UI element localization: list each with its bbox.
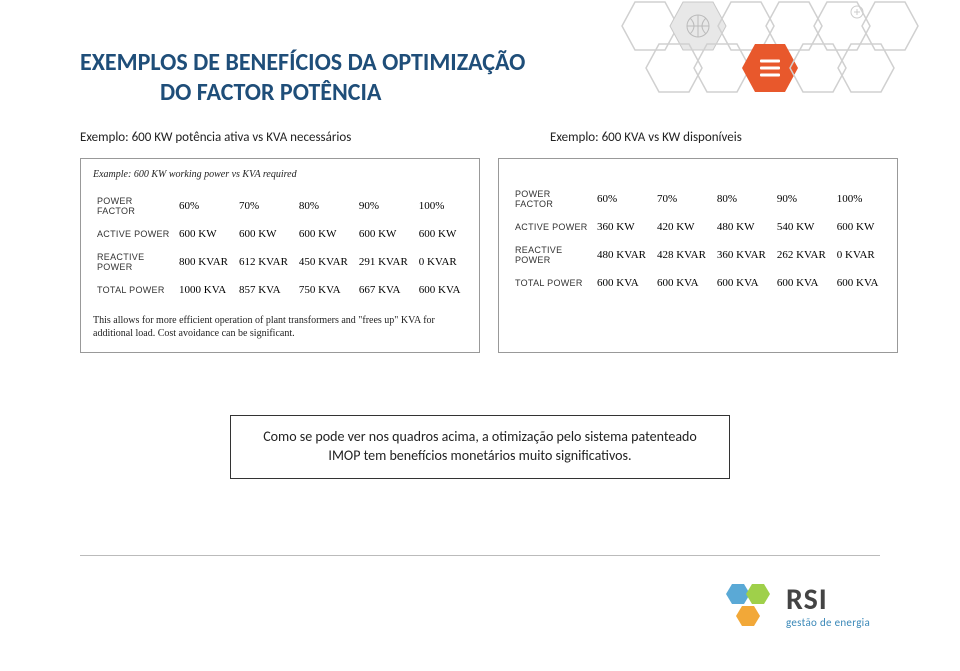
table-row: TOTAL POWER 1000 KVA 857 KVA 750 KVA 667…	[93, 278, 467, 302]
title-line-2: DO FACTOR POTÊNCIA	[160, 78, 381, 108]
subtitle-left: Exemplo: 600 KW potência ativa vs KVA ne…	[80, 130, 480, 145]
header-decoration	[620, 0, 960, 120]
row-label: ACTIVE POWER	[93, 222, 175, 246]
title-line-1: EXEMPLOS DE BENEFÍCIOS DA OPTIMIZAÇÃO	[80, 48, 525, 77]
subtitle-row: Exemplo: 600 KW potência ativa vs KVA ne…	[80, 130, 900, 145]
footer-divider	[80, 555, 880, 556]
left-table: POWER FACTOR 60% 70% 80% 90% 100% ACTIVE…	[93, 190, 467, 302]
footer-logo: RSI gestão de energia	[720, 571, 900, 641]
table-row: TOTAL POWER 600 KVA 600 KVA 600 KVA 600 …	[511, 271, 885, 295]
row-label: POWER FACTOR	[93, 190, 175, 222]
table-row: REACTIVE POWER 800 KVAR 612 KVAR 450 KVA…	[93, 246, 467, 278]
row-label: TOTAL POWER	[93, 278, 175, 302]
row-label: POWER FACTOR	[511, 183, 593, 215]
left-table-caption: Example: 600 KW working power vs KVA req…	[93, 169, 467, 180]
row-label: ACTIVE POWER	[511, 215, 593, 239]
table-row: ACTIVE POWER 360 KW 420 KW 480 KW 540 KW…	[511, 215, 885, 239]
table-row: POWER FACTOR 60% 70% 80% 90% 100%	[511, 183, 885, 215]
subtitle-right: Exemplo: 600 KVA vs KW disponíveis	[550, 130, 742, 145]
row-label: TOTAL POWER	[511, 271, 593, 295]
logo-tagline: gestão de energia	[786, 617, 870, 628]
logo-hex-icon	[720, 576, 780, 636]
table-row: POWER FACTOR 60% 70% 80% 90% 100%	[93, 190, 467, 222]
tables-row: Example: 600 KW working power vs KVA req…	[80, 158, 900, 353]
logo-brand: RSI	[786, 585, 870, 615]
left-table-card: Example: 600 KW working power vs KVA req…	[80, 158, 480, 353]
conclusion-box: Como se pode ver nos quadros acima, a ot…	[230, 415, 730, 479]
right-table-card: POWER FACTOR 60% 70% 80% 90% 100% ACTIVE…	[498, 158, 898, 353]
left-table-footnote: This allows for more efficient operation…	[93, 314, 467, 340]
row-label: REACTIVE POWER	[93, 246, 175, 278]
right-table: POWER FACTOR 60% 70% 80% 90% 100% ACTIVE…	[511, 183, 885, 295]
table-row: ACTIVE POWER 600 KW 600 KW 600 KW 600 KW…	[93, 222, 467, 246]
row-label: REACTIVE POWER	[511, 239, 593, 271]
page-title: EXEMPLOS DE BENEFÍCIOS DA OPTIMIZAÇÃO DO…	[80, 48, 525, 108]
table-row: REACTIVE POWER 480 KVAR 428 KVAR 360 KVA…	[511, 239, 885, 271]
